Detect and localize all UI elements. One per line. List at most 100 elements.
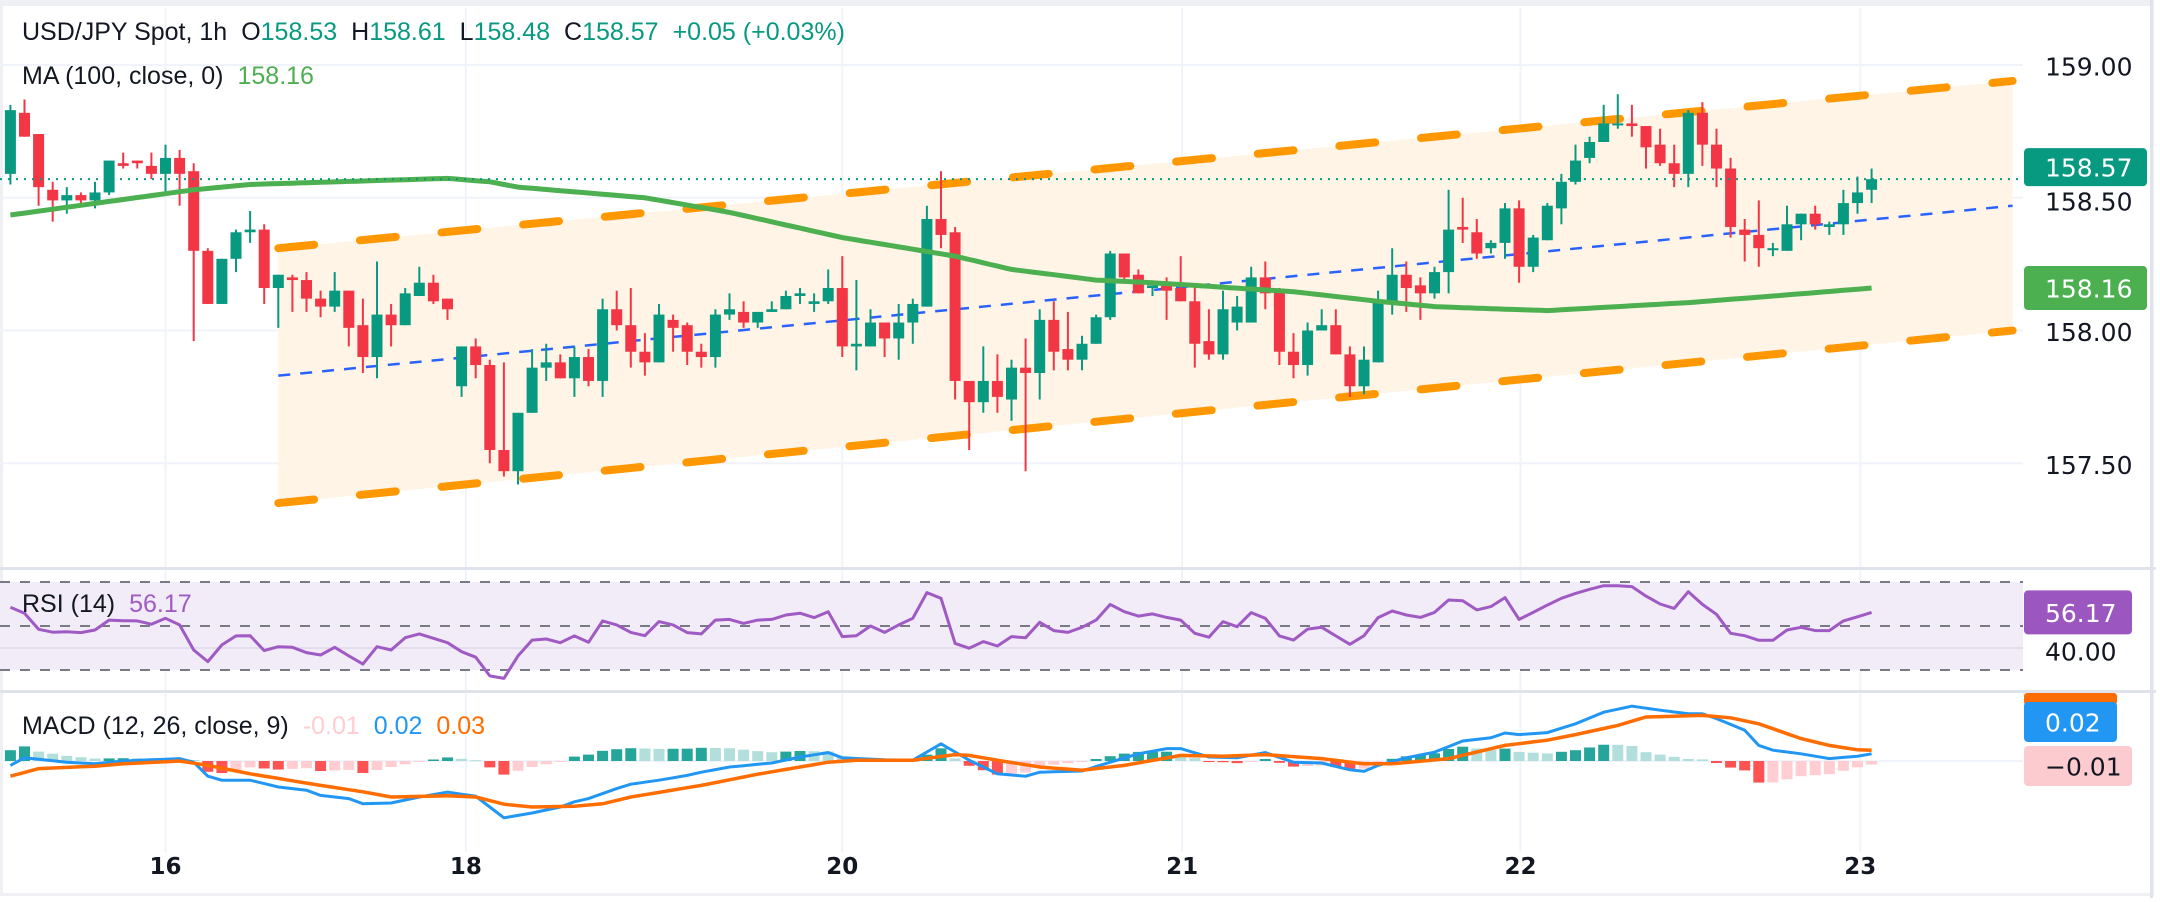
- candle-body: [1189, 301, 1201, 344]
- candle: [794, 288, 806, 304]
- channel-fill: [278, 80, 2013, 504]
- date-tick-label: 21: [1166, 854, 1198, 880]
- candle-body: [1245, 277, 1257, 323]
- macd-histogram-bar: [1612, 744, 1624, 761]
- candle-body: [145, 165, 157, 174]
- candle-body: [61, 195, 73, 201]
- candle-body: [991, 380, 1003, 397]
- candle: [1795, 213, 1807, 241]
- macd-histogram-bar: [315, 761, 327, 771]
- candle: [357, 298, 369, 373]
- candle-body: [258, 229, 270, 289]
- macd-histogram-bar: [1048, 761, 1060, 765]
- ma-price-label: 158.16: [2045, 275, 2132, 304]
- candle: [315, 290, 327, 318]
- macd-histogram-bar: [554, 761, 566, 762]
- candle: [1034, 309, 1046, 400]
- candle: [1443, 189, 1455, 294]
- macd-pane: [4, 704, 1878, 820]
- rsi-line[interactable]: [9, 584, 1873, 680]
- candle: [709, 309, 721, 368]
- candle-body: [1034, 319, 1046, 373]
- candle-body: [244, 229, 256, 233]
- candle: [1189, 285, 1201, 368]
- candle-body: [865, 322, 876, 347]
- macd-histogram-bar: [1217, 761, 1229, 763]
- macd-histogram-bar: [75, 757, 87, 761]
- candle: [1076, 335, 1088, 371]
- candle-body: [1175, 288, 1187, 302]
- macd-legend[interactable]: MACD (12, 26, close, 9) -0.01 0.02 0.03: [22, 712, 485, 741]
- ma-100-line[interactable]: [10, 175, 1872, 314]
- macd-histogram-bar: [1372, 761, 1384, 763]
- symbol-title[interactable]: USD/JPY Spot, 1h: [22, 18, 228, 46]
- macd-histogram-bar: [1795, 761, 1807, 777]
- candle: [385, 303, 397, 347]
- pane-separator[interactable]: [0, 567, 2156, 570]
- candle-body: [1161, 285, 1173, 291]
- candle-body: [329, 290, 341, 307]
- candle: [780, 290, 792, 310]
- candle-body: [512, 412, 524, 472]
- candle: [738, 301, 750, 328]
- macd-histogram-bar: [963, 761, 975, 766]
- macd-histogram-bar: [399, 761, 411, 765]
- candle-body: [1048, 319, 1060, 352]
- candle-body: [1541, 205, 1553, 241]
- candle: [456, 346, 468, 397]
- macd-histogram-bar: [540, 761, 552, 765]
- rsi-legend[interactable]: RSI (14) 56.17: [22, 590, 192, 619]
- candle: [907, 298, 919, 344]
- candle: [1527, 234, 1539, 273]
- candle: [301, 272, 312, 312]
- macd-histogram-bar: [1076, 761, 1088, 762]
- macd-histogram-bar: [1344, 761, 1356, 769]
- candle-body: [949, 232, 961, 381]
- macd-histogram-bar: [766, 752, 778, 761]
- parallel-channel[interactable]: [274, 76, 2017, 508]
- price-tick-label: 157.50: [2045, 451, 2132, 480]
- ma-legend[interactable]: MA (100, close, 0) 158.16: [22, 62, 314, 91]
- macd-histogram-bar: [1330, 761, 1342, 768]
- candle-body: [1429, 272, 1440, 294]
- macd-histogram-bar: [752, 751, 764, 761]
- candle: [850, 280, 862, 371]
- candle-body: [343, 290, 355, 328]
- rsi-pane: [0, 581, 2023, 680]
- candle: [244, 211, 256, 243]
- macd-line[interactable]: [9, 704, 1872, 820]
- candle: [33, 134, 45, 206]
- macd-line-value: 0.02: [373, 712, 423, 740]
- macd-histogram-bar: [1499, 748, 1511, 761]
- macd-histogram-bar: [1781, 761, 1793, 780]
- rsi-value-label: 56.17: [2045, 599, 2117, 628]
- candle: [427, 274, 439, 304]
- candle: [103, 160, 115, 196]
- candle-body: [1654, 144, 1666, 164]
- candle: [272, 274, 284, 328]
- pane-separator[interactable]: [0, 690, 2156, 693]
- macd-value-label: 0.02: [2045, 709, 2101, 738]
- candle-body: [1852, 192, 1863, 204]
- candle: [1118, 253, 1130, 281]
- candle: [188, 163, 200, 342]
- overlays: [0, 175, 2023, 314]
- candle: [1809, 205, 1821, 230]
- channel-midline[interactable]: [278, 204, 2013, 377]
- candle: [216, 258, 228, 304]
- candle-body: [1104, 253, 1116, 318]
- macd-histogram-bar: [1245, 761, 1257, 762]
- date-tick-label: 23: [1844, 854, 1876, 880]
- close-label: C: [564, 18, 583, 46]
- high-value: 158.61: [369, 18, 446, 46]
- candle-body: [1866, 179, 1878, 190]
- candle-body: [1147, 285, 1158, 289]
- macd-histogram-bar: [1062, 761, 1074, 764]
- macd-histogram-bar: [427, 759, 439, 761]
- signal-line[interactable]: [9, 713, 1872, 809]
- symbol-legend: USD/JPY Spot, 1h O158.53 H158.61 L158.48 C15…: [22, 18, 845, 47]
- macd-histogram-bar: [1626, 746, 1638, 761]
- candle-body: [47, 189, 59, 201]
